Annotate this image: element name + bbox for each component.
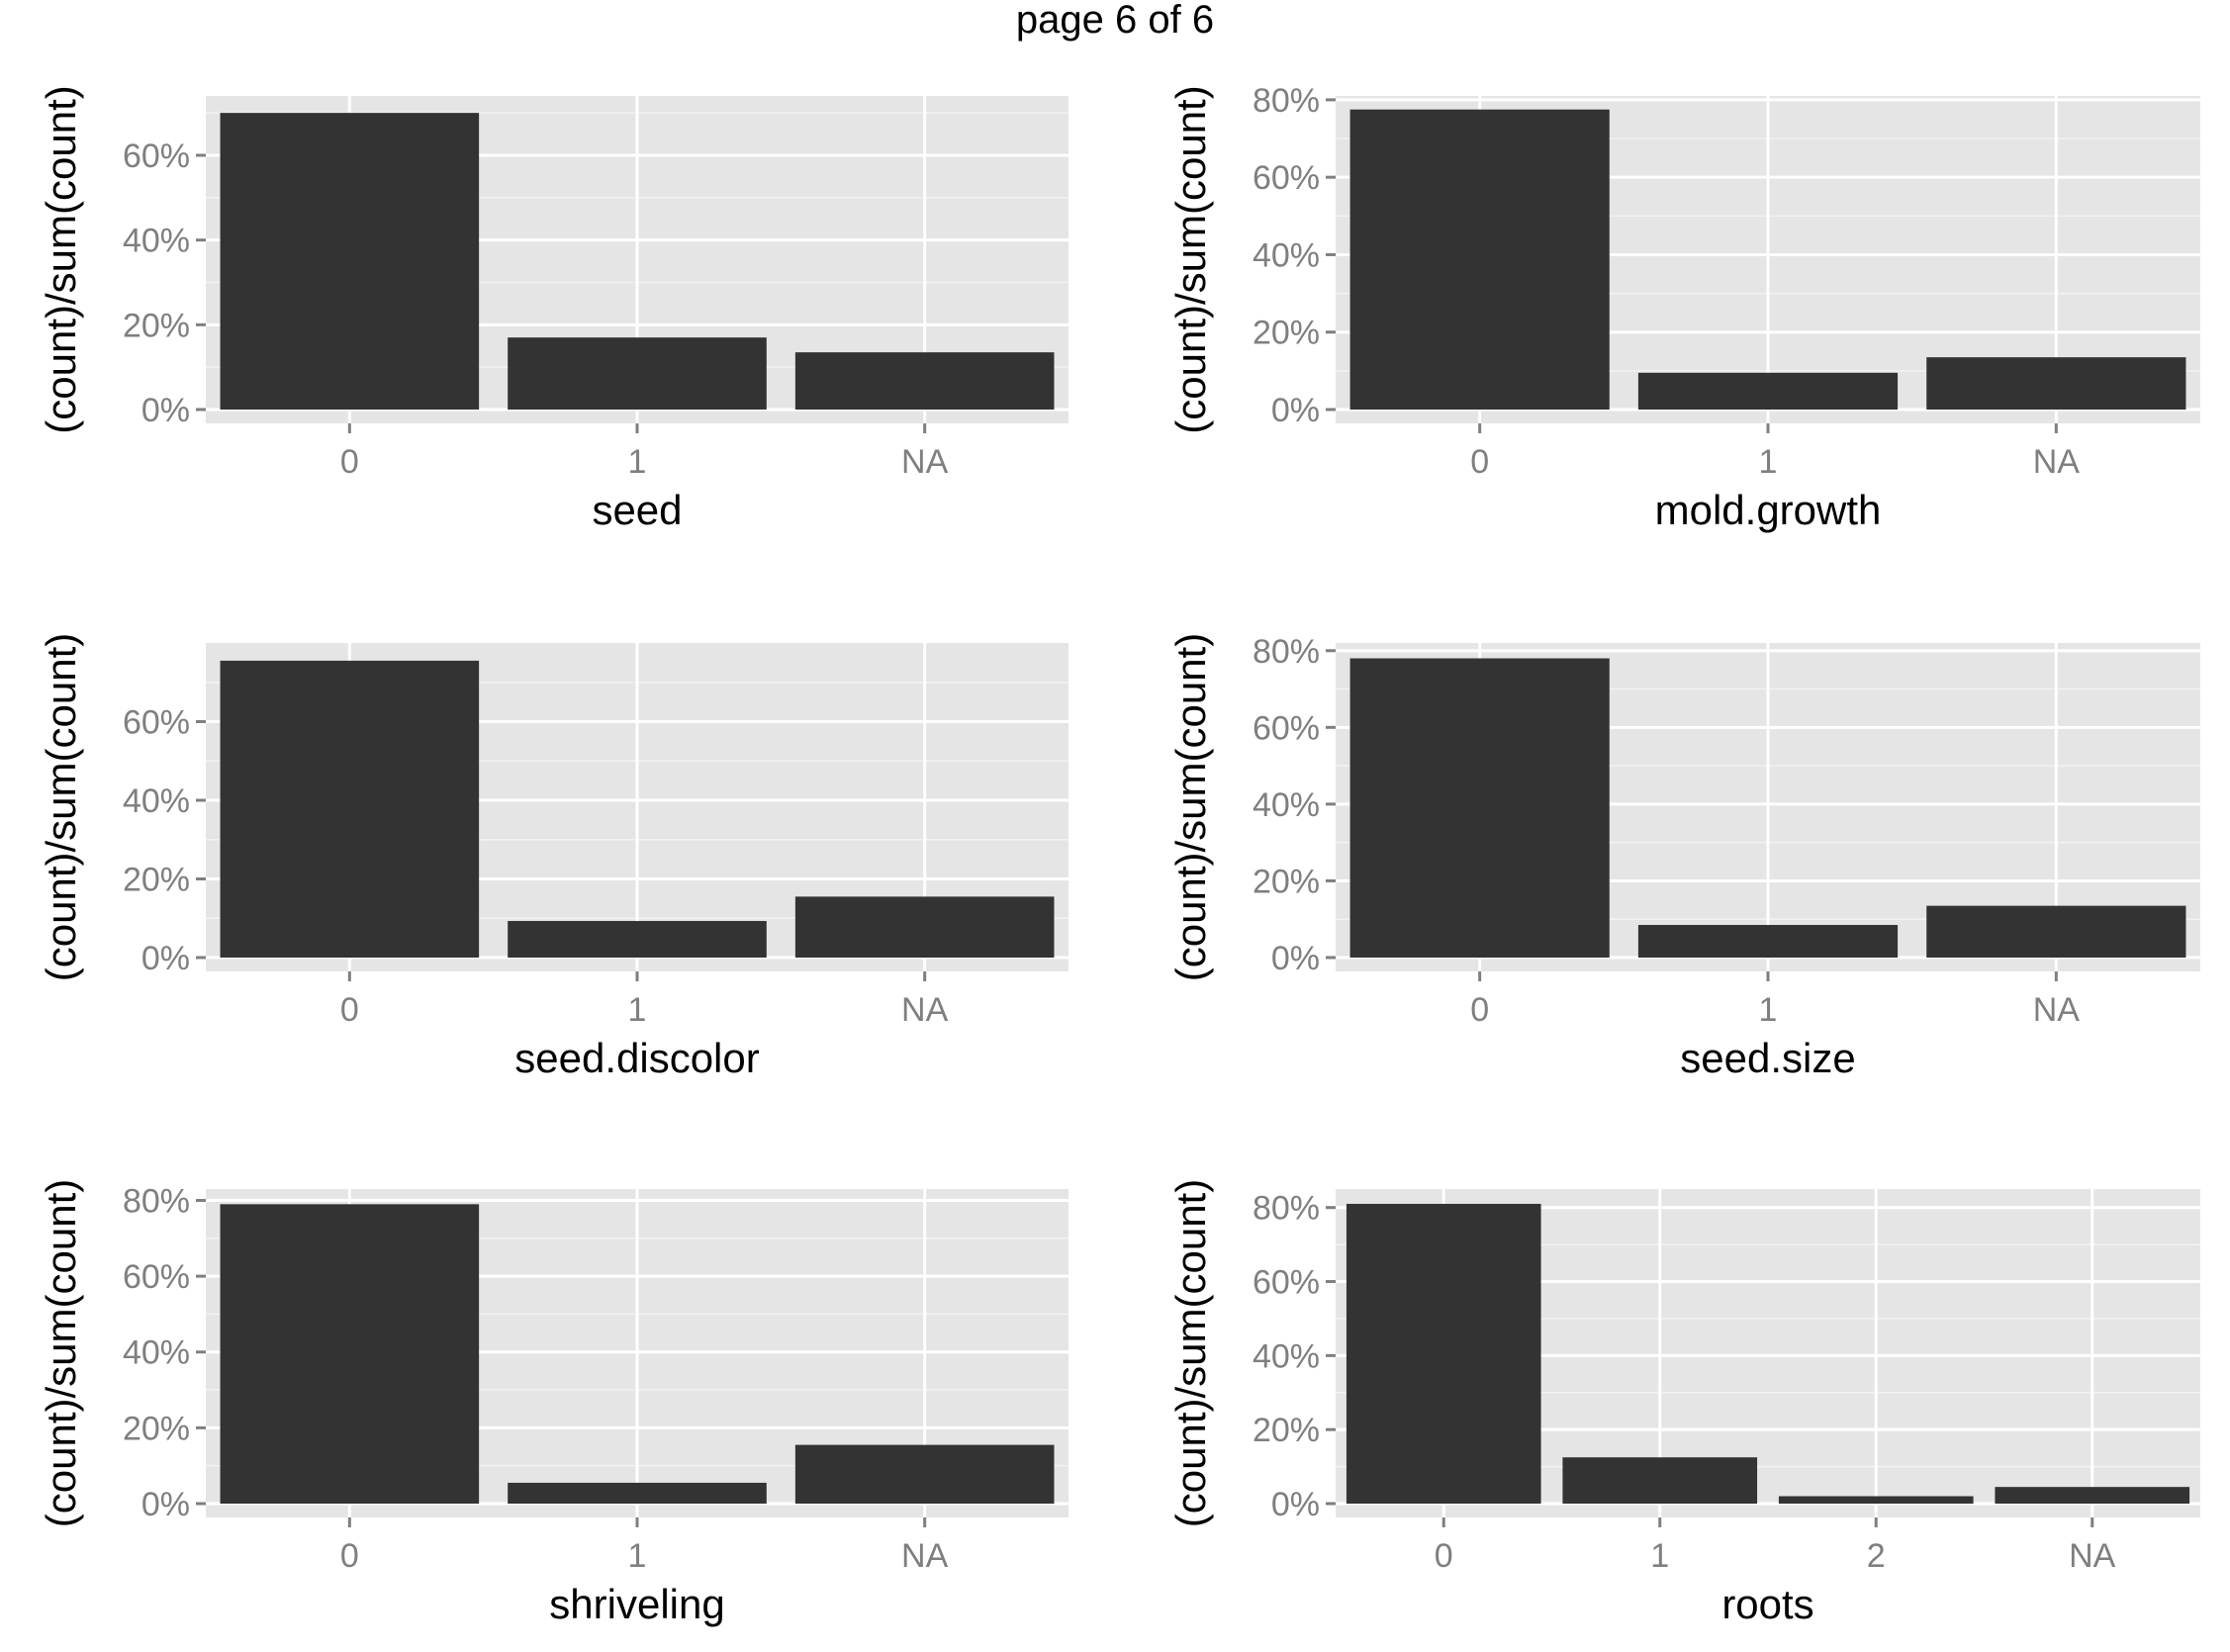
y-tick-label: 80%	[123, 1182, 190, 1220]
x-tick-label: 1	[628, 443, 647, 481]
x-tick-label: 0	[340, 991, 359, 1029]
y-tick-label: 40%	[1253, 1337, 1320, 1375]
chart-panel-5: 0% 20% 40% 60% 80% 0 1 NA shriveling (count)/sum(…	[38, 1179, 1069, 1627]
x-tick-label: NA	[901, 1537, 949, 1575]
x-axis-title: roots	[1721, 1581, 1813, 1627]
y-tick-label: 0%	[141, 392, 190, 429]
chart-panel-1: 0% 20% 40% 60% 0 1 NA seed (count)/sum(count)	[38, 85, 1069, 533]
x-tick-label: 0	[340, 443, 359, 481]
y-tick-label: 0%	[1271, 940, 1320, 977]
x-tick-label: 0	[1470, 443, 1489, 481]
bar-1	[1637, 925, 1899, 958]
y-tick-label: 60%	[123, 138, 190, 175]
x-axis-title: mold.growth	[1655, 487, 1882, 533]
y-tick-label: 80%	[1253, 633, 1320, 671]
x-tick-label: 1	[1650, 1537, 1669, 1575]
bar-2	[1778, 1496, 1974, 1504]
x-tick-label: 1	[1759, 443, 1778, 481]
chart-panel-3: 0% 20% 40% 60% 0 1 NA seed.discolor (count)/sum(…	[38, 633, 1069, 1081]
y-tick-label: 0%	[1271, 392, 1320, 429]
y-tick-label: 0%	[141, 940, 190, 977]
x-tick-label: 0	[1435, 1537, 1453, 1575]
y-tick-label: 40%	[123, 223, 190, 260]
bar-1	[1562, 1457, 1758, 1504]
x-tick-label: 0	[1470, 991, 1489, 1029]
y-tick-label: 40%	[1253, 236, 1320, 274]
x-axis-title: shriveling	[549, 1581, 724, 1627]
bar-1	[508, 921, 767, 958]
chart-panel-6: 0% 20% 40% 60% 80% 0 1 2 NA roots (count)/sum(coun…	[1167, 1179, 2200, 1627]
y-tick-label: 60%	[123, 704, 190, 742]
y-tick-label: 60%	[1253, 159, 1320, 197]
y-tick-label: 40%	[1253, 786, 1320, 824]
chart-panel-4: 0% 20% 40% 60% 80% 0 1 NA seed.size (count)/sum(c…	[1167, 633, 2200, 1081]
bar-1	[508, 337, 767, 410]
y-tick-label: 80%	[1253, 1190, 1320, 1228]
x-tick-label: 2	[1867, 1537, 1886, 1575]
bar-1	[1637, 372, 1899, 410]
bar-0	[220, 113, 480, 410]
x-tick-label: NA	[901, 443, 949, 481]
x-tick-label: NA	[2069, 1537, 2116, 1575]
y-axis-title: (count)/sum(count)	[38, 1179, 84, 1527]
bar-0	[1349, 109, 1610, 410]
bar-NA	[1926, 905, 2186, 958]
x-tick-label: NA	[901, 991, 949, 1029]
y-tick-label: 20%	[1253, 1412, 1320, 1449]
bar-NA	[794, 352, 1055, 410]
y-tick-label: 60%	[1253, 709, 1320, 747]
y-axis-title: (count)/sum(count)	[38, 85, 84, 433]
y-tick-label: 20%	[1253, 315, 1320, 352]
bar-NA	[1995, 1487, 2190, 1504]
bar-0	[1346, 1203, 1541, 1504]
bar-0	[220, 1204, 480, 1504]
chart-panel-2: 0% 20% 40% 60% 80% 0 1 NA mold.growth (count)/sum…	[1167, 82, 2200, 533]
y-tick-label: 40%	[123, 782, 190, 820]
y-tick-label: 60%	[1253, 1264, 1320, 1302]
y-tick-label: 0%	[141, 1486, 190, 1523]
y-axis-title: (count)/sum(count)	[1167, 633, 1214, 981]
y-axis-title: (count)/sum(count)	[38, 633, 84, 981]
x-axis-title: seed.size	[1680, 1035, 1855, 1081]
page-title: page 6 of 6	[1016, 0, 1214, 42]
y-tick-label: 80%	[1253, 82, 1320, 120]
y-tick-label: 40%	[123, 1334, 190, 1372]
y-tick-label: 20%	[1253, 863, 1320, 900]
bar-NA	[794, 896, 1055, 958]
x-tick-label: 1	[628, 1537, 647, 1575]
x-tick-label: 1	[628, 991, 647, 1029]
y-tick-label: 20%	[123, 307, 190, 344]
x-axis-title: seed.discolor	[514, 1035, 759, 1081]
bar-NA	[1926, 357, 2186, 410]
y-tick-label: 60%	[123, 1258, 190, 1296]
x-tick-label: 0	[340, 1537, 359, 1575]
bar-1	[508, 1482, 767, 1504]
x-tick-label: 1	[1759, 991, 1778, 1029]
y-tick-label: 0%	[1271, 1486, 1320, 1523]
x-axis-title: seed	[592, 487, 682, 533]
y-tick-label: 20%	[123, 862, 190, 899]
x-tick-label: NA	[2033, 991, 2081, 1029]
y-axis-title: (count)/sum(count)	[1167, 85, 1214, 433]
y-axis-title: (count)/sum(count)	[1167, 1179, 1214, 1527]
bar-0	[1349, 658, 1610, 958]
x-tick-label: NA	[2033, 443, 2081, 481]
y-tick-label: 20%	[123, 1410, 190, 1447]
bar-0	[220, 660, 480, 958]
bar-NA	[794, 1444, 1055, 1504]
